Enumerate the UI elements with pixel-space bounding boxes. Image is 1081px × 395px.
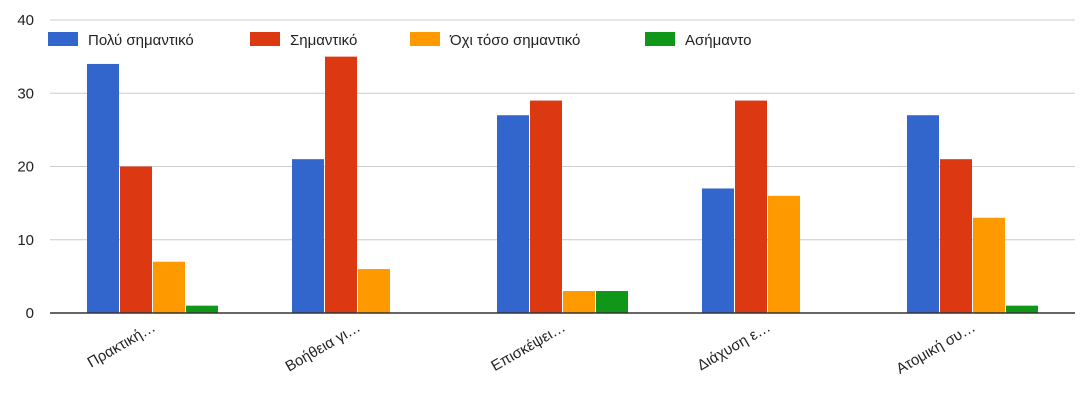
bar	[702, 188, 734, 313]
legend-label: Σημαντικό	[290, 32, 357, 49]
legend-swatch	[645, 32, 675, 46]
bar	[120, 166, 152, 313]
y-tick-label: 0	[26, 305, 34, 322]
x-tick-label: Διάχυση ε…	[694, 319, 773, 375]
y-tick-label: 10	[17, 232, 34, 249]
legend-swatch	[48, 32, 78, 46]
x-tick-label: Επισκέψει…	[488, 319, 568, 375]
legend-label: Όχι τόσο σημαντικό	[449, 32, 580, 49]
x-tick-label: Ατομική συ…	[893, 319, 978, 378]
legend-label: Ασήμαντο	[685, 32, 751, 49]
bar	[292, 159, 324, 313]
bar	[153, 261, 185, 313]
bar	[596, 291, 628, 313]
bar	[768, 195, 800, 313]
bar	[563, 291, 595, 313]
bar	[940, 159, 972, 313]
legend-swatch	[250, 32, 280, 46]
y-tick-label: 40	[17, 12, 34, 29]
bar	[87, 63, 119, 314]
bar	[358, 269, 390, 313]
x-tick-label: Πρακτική…	[84, 319, 158, 372]
y-tick-label: 30	[17, 85, 34, 102]
bar	[907, 115, 939, 313]
legend-swatch	[410, 32, 440, 46]
bar	[186, 305, 218, 313]
bar	[325, 56, 357, 313]
x-tick-label: Βοήθεια γι…	[282, 319, 363, 376]
legend-label: Πολύ σημαντικό	[88, 32, 194, 49]
bar	[735, 100, 767, 313]
bar	[1006, 305, 1038, 313]
bar	[497, 115, 529, 313]
y-tick-label: 20	[17, 159, 34, 176]
bar	[973, 217, 1005, 313]
bar	[530, 100, 562, 313]
